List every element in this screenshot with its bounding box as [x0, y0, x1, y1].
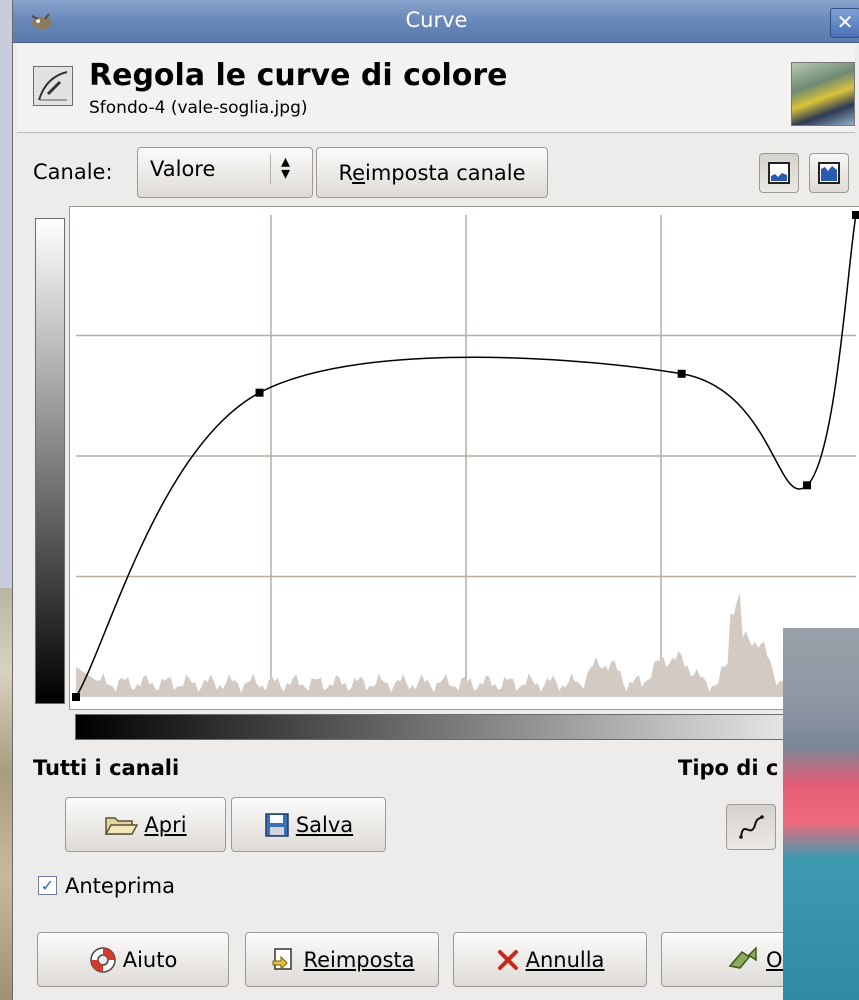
select-arrows-icon: ▴ ▾	[281, 151, 291, 184]
image-name: Sfondo-4 (vale-soglia.jpg)	[89, 98, 308, 118]
curve-graph[interactable]	[69, 206, 859, 710]
reset-button[interactable]: Reimposta	[245, 932, 439, 987]
ok-arrow-icon	[728, 945, 757, 969]
folder-icon	[105, 816, 139, 835]
window-title: Curve	[405, 8, 468, 32]
titlebar[interactable]: Curve ✕	[13, 0, 859, 43]
channel-select-value: Valore	[150, 157, 216, 181]
all-channels-label: Tutti i canali	[33, 756, 180, 780]
linear-histogram-toggle[interactable]	[759, 153, 799, 193]
open-button[interactable]: Apri	[65, 797, 226, 852]
curve-control-point[interactable]	[72, 693, 80, 701]
dialog-header: Regola le curve di colore Sfondo-4 (vale…	[17, 44, 855, 133]
control-points[interactable]	[72, 211, 859, 701]
smooth-curve-icon	[739, 815, 764, 839]
preview-checkbox[interactable]: ✓	[38, 876, 57, 895]
reset-button-label: Reimposta	[303, 947, 415, 972]
curve-control-point[interactable]	[255, 388, 264, 397]
cancel-button[interactable]: Annulla	[453, 932, 647, 987]
curves-dialog: Curve ✕ Regola le curve di colore Sfondo…	[12, 0, 859, 1000]
curve-control-point[interactable]	[677, 369, 686, 378]
curve-control-point[interactable]	[803, 481, 812, 490]
cancel-x-icon	[497, 949, 518, 970]
lifebuoy-icon	[89, 946, 116, 973]
save-button-label: Salva	[295, 812, 354, 837]
preview-label: Anteprima	[65, 874, 175, 898]
reset-channel-label: Reimposta canale	[338, 160, 526, 185]
curve-control-point[interactable]	[852, 211, 859, 219]
select-divider	[270, 154, 271, 184]
open-button-label: Apri	[144, 812, 187, 837]
logarithmic-histogram-icon	[818, 162, 840, 184]
output-gradient-bar	[35, 218, 65, 704]
cancel-button-label: Annulla	[525, 947, 605, 972]
revert-icon	[272, 947, 293, 970]
logarithmic-histogram-toggle[interactable]	[809, 153, 849, 193]
help-button[interactable]: Aiuto	[37, 932, 229, 987]
curve-line	[75, 214, 857, 698]
image-thumbnail	[791, 62, 855, 126]
channel-label: Canale:	[33, 160, 113, 184]
floppy-disk-icon	[265, 812, 289, 837]
curve-type-label: Tipo di c	[678, 756, 779, 780]
channel-select[interactable]: Valore ▴ ▾	[137, 147, 313, 198]
curves-tool-icon	[33, 66, 73, 106]
dialog-heading: Regola le curve di colore	[89, 58, 508, 93]
background-image-right	[783, 628, 859, 1000]
smooth-curve-toggle[interactable]	[726, 804, 776, 850]
close-button[interactable]: ✕	[830, 8, 859, 38]
input-gradient-bar	[75, 714, 859, 740]
help-button-label: Aiuto	[122, 947, 178, 972]
gimp-icon	[31, 13, 52, 29]
grid-lines	[76, 215, 856, 697]
curve-canvas[interactable]	[70, 207, 859, 709]
linear-histogram-icon	[768, 162, 790, 184]
save-button[interactable]: Salva	[231, 797, 386, 852]
histogram	[76, 593, 856, 697]
reset-channel-button[interactable]: Reimposta canale	[316, 147, 548, 198]
